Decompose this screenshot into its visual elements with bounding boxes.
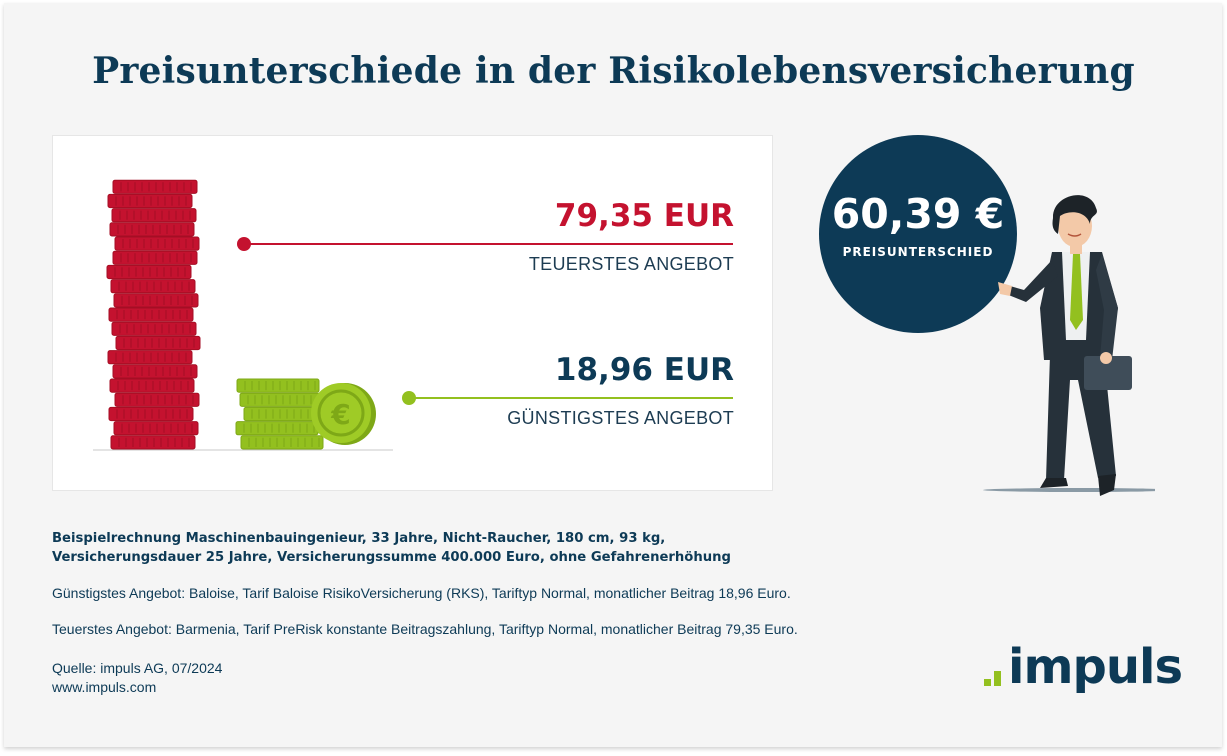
difference-badge: 60,39 € PREISUNTERSCHIED — [819, 135, 1017, 333]
coin — [112, 179, 198, 194]
cheapest-offer-note: Günstigstes Angebot: Baloise, Tarif Balo… — [52, 585, 791, 601]
coin — [113, 293, 199, 308]
impuls-logo: impuls — [984, 639, 1183, 703]
coin — [109, 378, 195, 393]
cheapest-value: 18,96 EUR — [554, 352, 734, 388]
example-description-line2: Versicherungsdauer 25 Jahre, Versicherun… — [52, 550, 731, 565]
cheapest-coin-stack — [235, 378, 327, 450]
coin — [110, 435, 196, 450]
coin — [115, 335, 201, 351]
businessman-illustration — [983, 195, 1155, 496]
coin — [235, 421, 319, 436]
expensive-label: TEUERSTES ANGEBOT — [528, 254, 734, 274]
coin — [108, 307, 194, 322]
coin — [240, 435, 324, 450]
expensive-value: 79,35 EUR — [554, 198, 734, 234]
coin — [112, 250, 198, 265]
expensive-line — [243, 243, 733, 245]
coin — [239, 392, 323, 407]
logo-bar-1 — [984, 679, 991, 686]
coin — [110, 279, 196, 294]
most-expensive-offer-note: Teuerstes Angebot: Barmenia, Tarif PreRi… — [52, 621, 798, 637]
coin — [112, 364, 198, 379]
example-description-line1: Beispielrechnung Maschinenbauingenieur, … — [52, 531, 666, 546]
page-title: Preisunterschiede in der Risikolebensver… — [92, 50, 1135, 92]
difference-caption: PREISUNTERSCHIED — [842, 245, 994, 259]
coin — [111, 208, 197, 223]
coin — [113, 421, 199, 436]
coin — [236, 378, 320, 393]
cheapest-label: GÜNSTIGSTES ANGEBOT — [507, 408, 734, 428]
coin — [111, 321, 197, 336]
coin — [106, 264, 192, 280]
coin — [108, 406, 194, 422]
coin — [107, 350, 193, 365]
euro-coin-icon: € — [311, 383, 376, 445]
coin — [107, 193, 193, 209]
coin — [114, 236, 200, 251]
svg-text:€: € — [330, 398, 350, 431]
comparison-card: € 79,35 EUR TEUERSTES ANGEBOT 18,96 EUR … — [52, 135, 773, 491]
coin — [109, 222, 195, 237]
logo-text: impuls — [1008, 639, 1183, 695]
website-note: www.impuls.com — [52, 679, 157, 695]
difference-value: 60,39 € — [831, 190, 1005, 238]
source-note: Quelle: impuls AG, 07/2024 — [52, 660, 223, 676]
expensive-coin-stack — [106, 179, 201, 450]
coin-stacks-chart: € — [93, 179, 393, 451]
logo-bar-2 — [994, 671, 1001, 686]
coin — [114, 392, 200, 407]
cheapest-line — [408, 397, 733, 399]
